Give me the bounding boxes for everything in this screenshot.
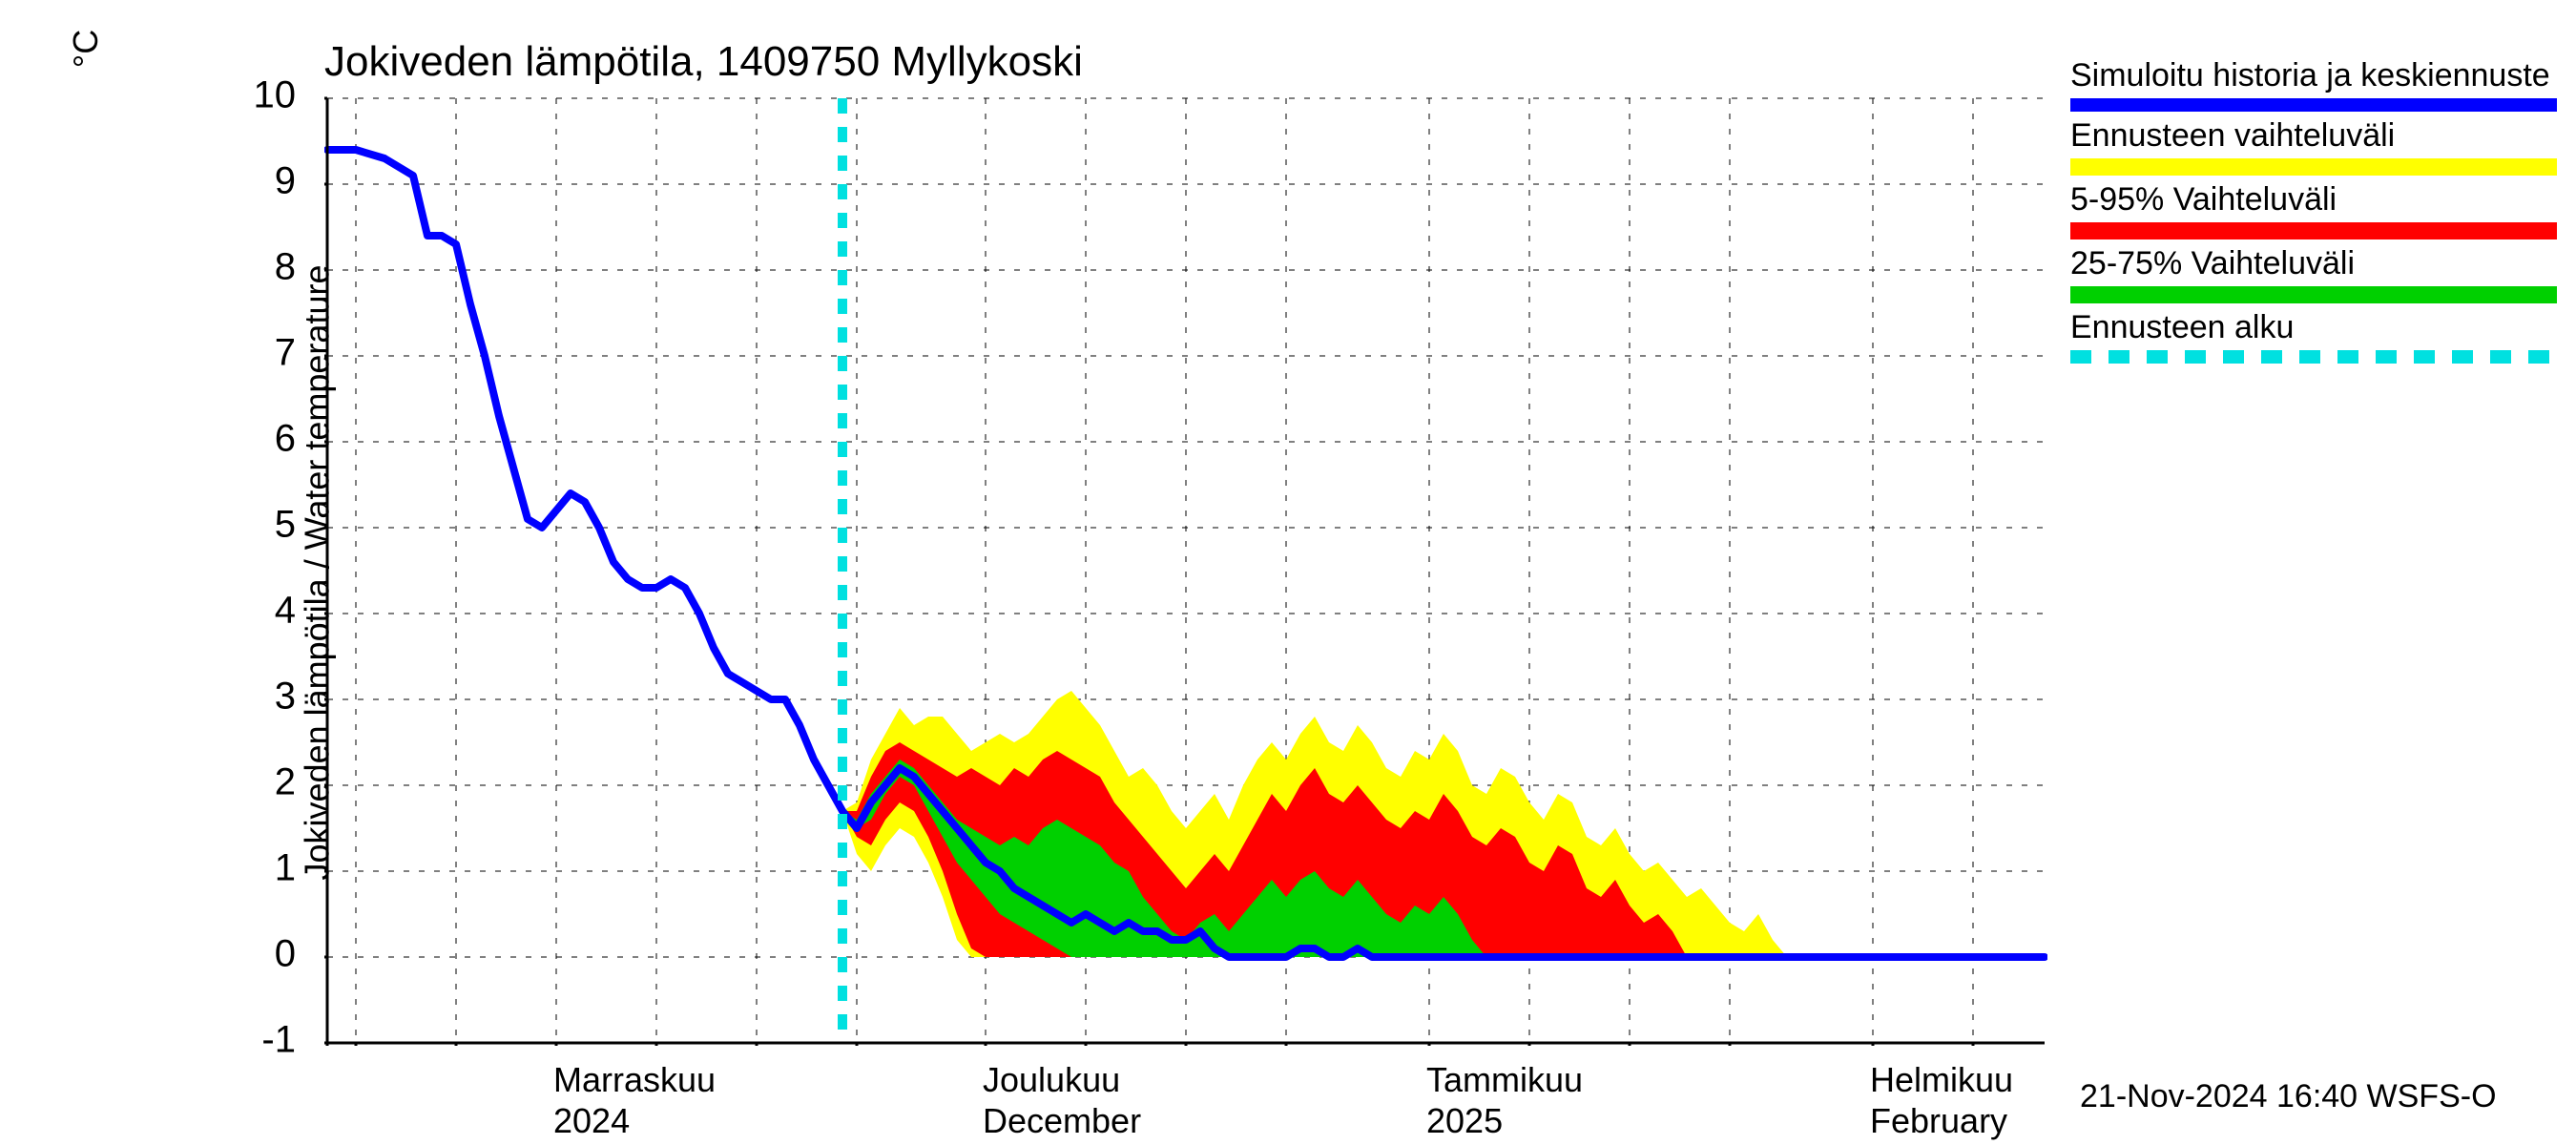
y-tick: 8 [219,246,296,289]
x-month-label: Marraskuu2024 [553,1059,716,1141]
y-tick: -1 [219,1019,296,1062]
legend-item: Ennusteen vaihteluväli [2070,117,2557,176]
y-tick: 7 [219,332,296,375]
y-tick: 5 [219,504,296,547]
y-axis-unit: °C [66,30,106,68]
legend-label: Ennusteen alku [2070,309,2557,346]
plot-area [324,95,2047,1046]
legend-swatch [2070,286,2557,303]
x-month-label: HelmikuuFebruary [1870,1059,2013,1141]
footer-timestamp: 21-Nov-2024 16:40 WSFS-O [2080,1078,2497,1115]
chart-title: Jokiveden lämpötila, 1409750 Myllykoski [324,38,1083,86]
legend-label: 5-95% Vaihteluväli [2070,181,2557,219]
legend-item: 5-95% Vaihteluväli [2070,181,2557,239]
legend-label: 25-75% Vaihteluväli [2070,245,2557,282]
y-tick-labels: -1 0 1 2 3 4 5 6 7 8 9 10 [181,0,296,1145]
y-tick: 3 [219,676,296,718]
legend-swatch [2070,350,2557,364]
legend-item: Ennusteen alku [2070,309,2557,364]
legend-swatch [2070,158,2557,176]
y-tick: 10 [219,74,296,117]
y-tick: 9 [219,160,296,203]
legend-label: Simuloitu historia ja keskiennuste [2070,57,2557,94]
y-tick: 4 [219,590,296,633]
x-month-label: Tammikuu2025 [1426,1059,1583,1141]
figure: Jokiveden lämpötila / Water temperature … [0,0,2576,1145]
legend-swatch [2070,222,2557,239]
legend-swatch [2070,98,2557,112]
legend-label: Ennusteen vaihteluväli [2070,117,2557,155]
legend-item: Simuloitu historia ja keskiennuste [2070,57,2557,112]
x-month-label: JoulukuuDecember [983,1059,1141,1141]
legend-item: 25-75% Vaihteluväli [2070,245,2557,303]
y-tick: 6 [219,418,296,461]
y-tick: 0 [219,933,296,976]
y-tick: 1 [219,847,296,890]
legend: Simuloitu historia ja keskiennuste Ennust… [2070,57,2557,369]
y-tick: 2 [219,761,296,804]
